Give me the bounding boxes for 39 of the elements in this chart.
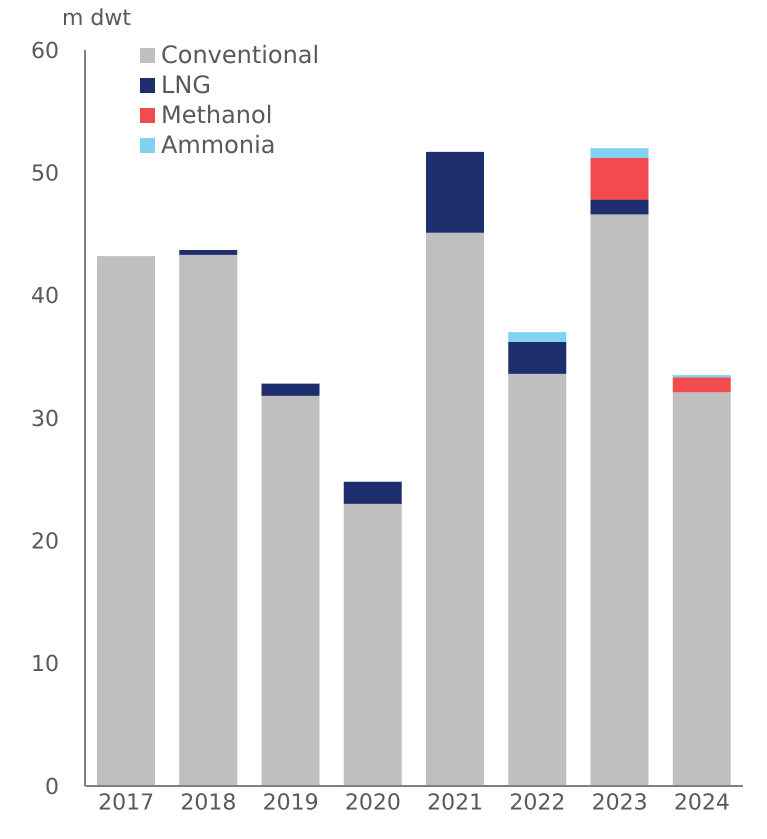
x-tick-label: 2022 — [509, 790, 566, 816]
y-axis-title: m dwt — [62, 6, 132, 31]
y-tick-label: 60 — [31, 38, 59, 64]
y-tick-label: 10 — [31, 652, 59, 678]
bar — [97, 256, 155, 786]
x-tick-label: 2020 — [344, 790, 401, 816]
bar — [344, 482, 402, 504]
bar — [590, 158, 648, 200]
bar — [426, 232, 484, 786]
y-tick-label: 40 — [31, 284, 59, 310]
bar — [590, 148, 648, 158]
bar — [672, 375, 731, 378]
y-tick-label: 50 — [31, 161, 59, 186]
bar — [508, 374, 566, 786]
bar — [508, 332, 566, 342]
bar — [590, 214, 648, 786]
bar — [262, 384, 320, 396]
bar — [426, 152, 484, 233]
x-tick-label: 2018 — [180, 790, 236, 816]
bar — [262, 396, 320, 786]
x-tick-label: 2023 — [592, 790, 648, 816]
legend-label: Methanol — [161, 100, 272, 130]
bar — [672, 378, 731, 392]
legend-label: Ammonia — [161, 130, 276, 160]
legend-label: LNG — [161, 70, 211, 100]
y-tick-label: 20 — [31, 529, 59, 554]
bar — [179, 254, 238, 786]
legend-label: Conventional — [161, 40, 320, 70]
bar — [590, 200, 648, 214]
bar — [344, 504, 402, 786]
bar — [508, 342, 566, 374]
x-tick-label: 2024 — [674, 790, 730, 816]
y-tick-label: 0 — [45, 774, 59, 800]
y-tick-label: 30 — [31, 406, 59, 432]
x-tick-label: 2019 — [262, 790, 319, 816]
x-tick-label: 2017 — [98, 790, 154, 816]
bar — [672, 392, 731, 786]
bar — [179, 250, 238, 255]
x-tick-label: 2021 — [427, 790, 484, 816]
